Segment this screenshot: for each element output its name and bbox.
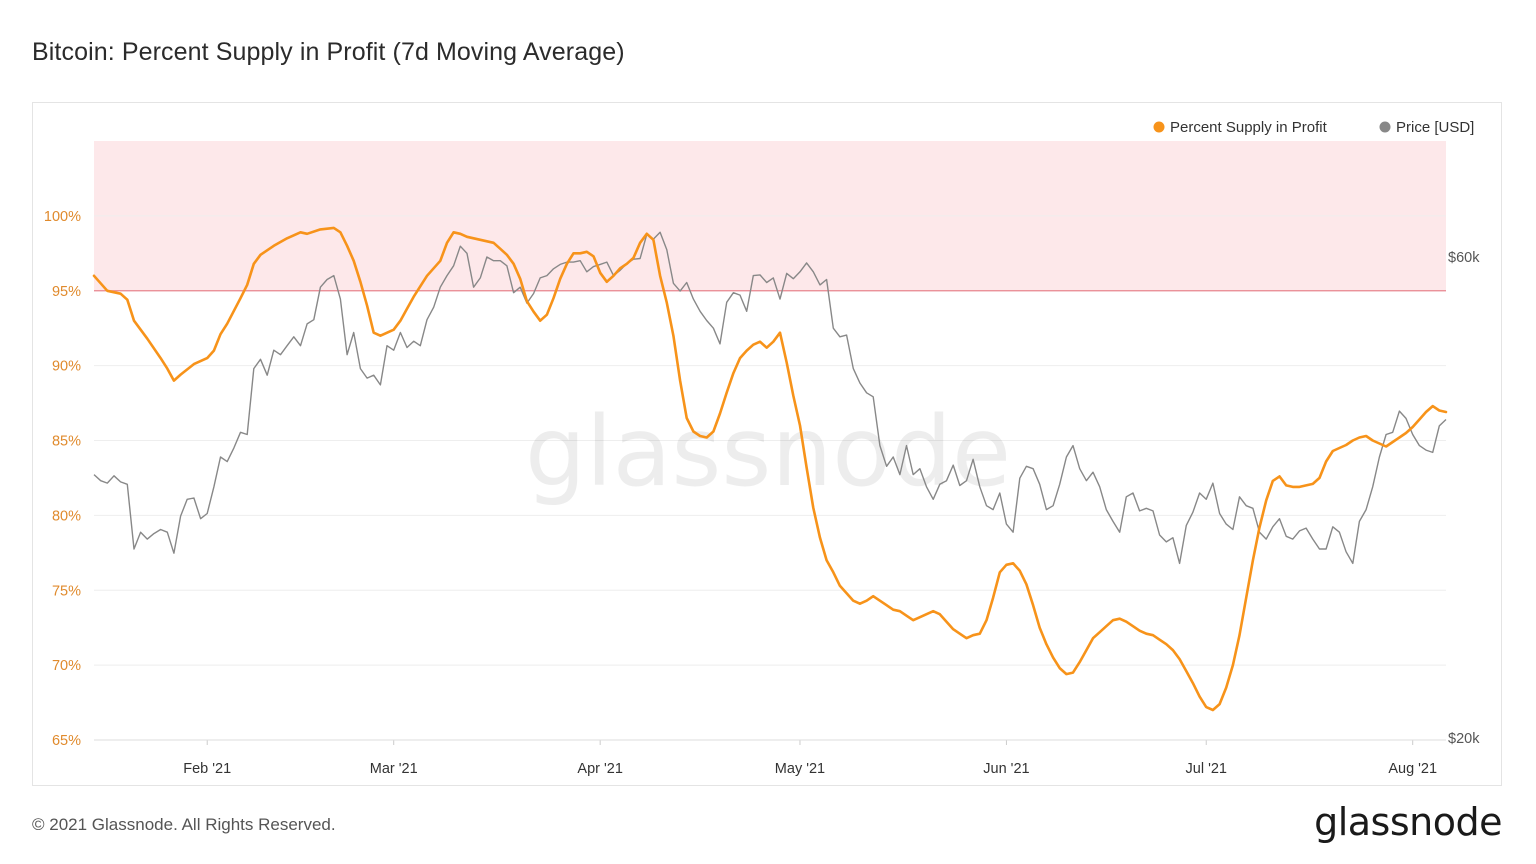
chart-panel: 65% 70% 75% 80% 85% 90% 95% 100% $20k $60k Feb '21… bbox=[32, 102, 1502, 786]
x-tick-label: Jun '21 bbox=[983, 761, 1029, 777]
x-tick-label: Apr '21 bbox=[577, 761, 623, 777]
brand-logo: glassnode bbox=[1314, 800, 1502, 844]
y-right-tick-label: $60k bbox=[1448, 250, 1480, 266]
y-left-tick-label: 75% bbox=[52, 583, 81, 599]
legend-marker-price bbox=[1379, 121, 1391, 133]
y-right-tick-label: $20k bbox=[1448, 731, 1480, 747]
y-left-tick-label: 95% bbox=[52, 284, 81, 300]
x-tick-label: Feb '21 bbox=[183, 761, 231, 777]
y-left-tick-label: 90% bbox=[52, 359, 81, 375]
y-left-tick-label: 100% bbox=[44, 209, 81, 225]
copyright-text: © 2021 Glassnode. All Rights Reserved. bbox=[32, 815, 336, 834]
y-left-tick-label: 65% bbox=[52, 733, 81, 749]
x-tick-label: Aug '21 bbox=[1388, 761, 1437, 777]
legend-label-price: Price [USD] bbox=[1396, 119, 1474, 136]
percent-supply-line bbox=[92, 226, 1448, 712]
x-tick-label: Mar '21 bbox=[370, 761, 418, 777]
legend-marker-profit bbox=[1153, 121, 1165, 133]
watermark: glassnode bbox=[525, 396, 1011, 508]
price-line bbox=[93, 231, 1447, 565]
y-left-tick-label: 70% bbox=[52, 658, 81, 674]
chart-svg: 65% 70% 75% 80% 85% 90% 95% 100% $20k $60k Feb '21… bbox=[44, 119, 1480, 777]
y-left-tick-label: 80% bbox=[52, 508, 81, 524]
x-tick-label: May '21 bbox=[775, 761, 825, 777]
x-tick-label: Jul '21 bbox=[1186, 761, 1227, 777]
y-left-tick-label: 85% bbox=[52, 434, 81, 450]
legend-label-profit: Percent Supply in Profit bbox=[1170, 119, 1328, 136]
page-title: Bitcoin: Percent Supply in Profit (7d Mo… bbox=[32, 38, 625, 66]
